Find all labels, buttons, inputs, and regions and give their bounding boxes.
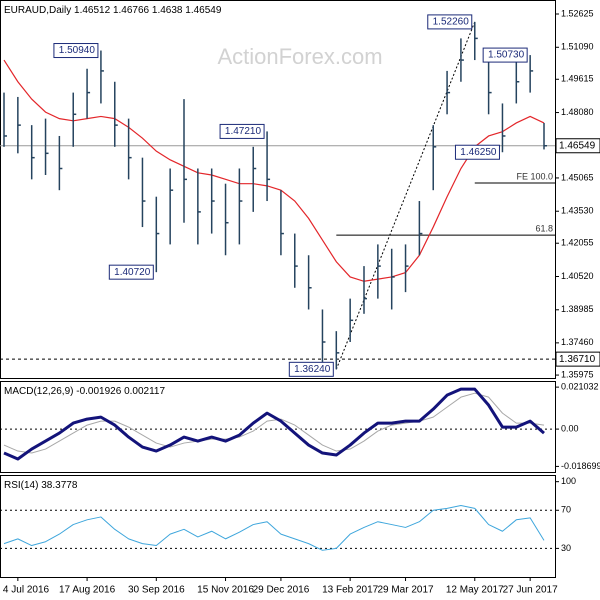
y-tick-label: 1.38985	[561, 304, 594, 314]
annotation-label: 1.40720	[114, 267, 151, 278]
annotation-box	[454, 144, 500, 160]
y-tick-label: 70	[561, 505, 571, 515]
close: 1.46549	[185, 5, 222, 16]
open: 1.46512	[74, 5, 111, 16]
price-panel	[0, 0, 556, 379]
high: 1.46766	[113, 5, 150, 16]
y-tick-label: 1.49615	[561, 74, 594, 84]
x-tick-label: 17 Aug 2016	[59, 585, 116, 596]
x-tick-label: 30 Sep 2016	[128, 585, 185, 596]
low: 1.4638	[152, 5, 183, 16]
current-price-label: 1.46549	[559, 140, 596, 151]
x-tick-label: 13 Feb 2017	[322, 585, 379, 596]
moving-average	[3, 59, 545, 282]
rsi-title: RSI(14)	[4, 480, 38, 491]
annotation-label: 1.47210	[225, 126, 262, 137]
fib-label: 61.8	[535, 223, 553, 233]
level-label: 1.36710	[559, 354, 596, 365]
y-tick-label: 30	[561, 543, 571, 553]
annotation-label: 1.36240	[294, 364, 331, 375]
x-tick-label: 12 May 2017	[446, 585, 504, 596]
y-tick-label: 1.42055	[561, 238, 594, 248]
symbol: EURAUD,Daily	[4, 5, 71, 16]
annotation-label: 1.50730	[488, 50, 525, 61]
y-tick-label: 1.45065	[561, 172, 594, 182]
indicator-line	[3, 505, 545, 551]
macd-panel	[0, 381, 556, 473]
annotation-box	[482, 47, 528, 63]
rsi-header: RSI(14) 38.3778	[4, 480, 78, 491]
y-tick-label: 0.00	[561, 423, 579, 433]
annotation-box	[108, 264, 154, 280]
macd-header: MACD(12,26,9) -0.001926 0.002117	[4, 386, 165, 397]
x-tick-label: 29 Dec 2016	[253, 585, 310, 596]
macd-title: MACD(12,26,9)	[4, 386, 73, 397]
annotation-box	[219, 123, 265, 139]
y-tick-label: 1.51090	[561, 42, 594, 52]
signal-value: 0.002117	[124, 386, 165, 397]
x-tick-label: 27 Jun 2017	[503, 585, 558, 596]
fib-label: FE 100.0	[516, 171, 553, 181]
y-tick-label: 1.37460	[561, 337, 594, 347]
y-tick-label: 0.021032	[561, 381, 599, 391]
level-box	[555, 351, 600, 367]
y-tick-label: 1.35975	[561, 369, 594, 379]
y-tick-label: 1.48080	[561, 107, 594, 117]
y-tick-label: 100	[561, 476, 576, 486]
x-tick-label: 15 Nov 2016	[197, 585, 254, 596]
macd-value: -0.001926	[76, 386, 121, 397]
annotation-box	[288, 361, 334, 377]
annotation-box	[53, 43, 99, 59]
annotation-label: 1.46250	[460, 147, 497, 158]
y-tick-label: 1.40520	[561, 271, 594, 281]
indicator-line	[3, 387, 545, 461]
x-tick-label: 4 Jul 2016	[3, 585, 50, 596]
x-tick-label: 29 Mar 2017	[377, 585, 434, 596]
rsi-panel	[0, 475, 556, 578]
watermark: ActionForex.com	[217, 44, 382, 69]
indicator-line	[3, 392, 545, 454]
current-price-box	[555, 138, 600, 154]
y-tick-label: -0.018699	[561, 461, 600, 471]
y-tick-label: 1.43530	[561, 206, 594, 216]
price-header: EURAUD,Daily 1.46512 1.46766 1.4638 1.46…	[4, 5, 222, 16]
rsi-value: 38.3778	[41, 480, 78, 491]
annotation-label: 1.52260	[433, 17, 470, 28]
annotation-box	[427, 14, 473, 30]
y-tick-label: 1.52625	[561, 8, 594, 18]
annotation-label: 1.50940	[59, 45, 96, 56]
